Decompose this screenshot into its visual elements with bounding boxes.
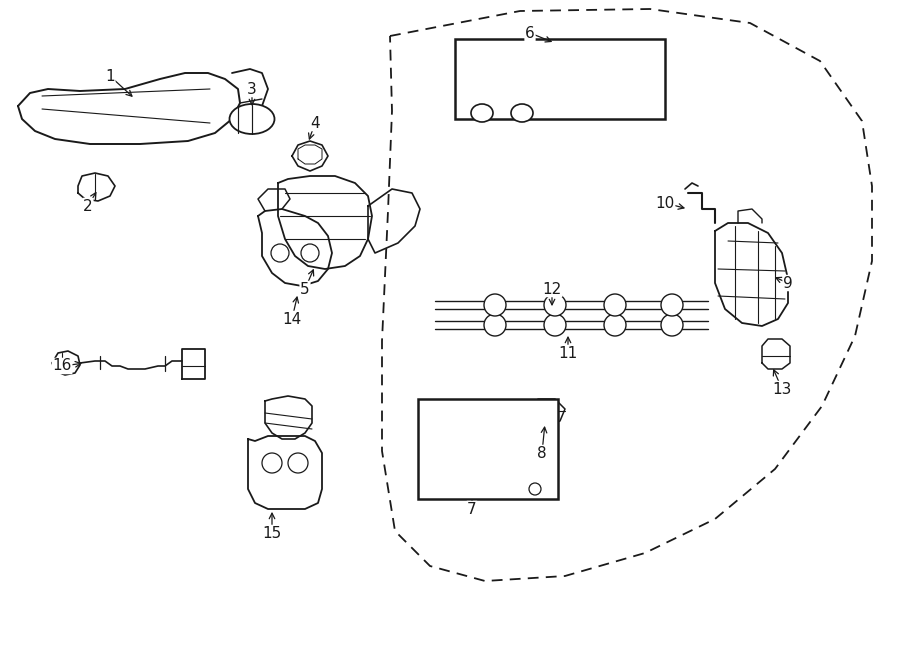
Text: 8: 8 <box>537 446 547 461</box>
Ellipse shape <box>484 314 506 336</box>
Ellipse shape <box>661 294 683 316</box>
Text: 1: 1 <box>105 69 115 83</box>
Ellipse shape <box>604 314 626 336</box>
Ellipse shape <box>661 314 683 336</box>
Text: 2: 2 <box>83 198 93 214</box>
Text: 13: 13 <box>772 381 792 397</box>
Text: 15: 15 <box>263 525 282 541</box>
Bar <box>455 39 665 119</box>
Bar <box>418 399 558 499</box>
Text: 12: 12 <box>543 282 562 297</box>
Text: 16: 16 <box>52 358 72 373</box>
Ellipse shape <box>230 104 274 134</box>
Ellipse shape <box>544 314 566 336</box>
Ellipse shape <box>484 294 506 316</box>
Text: 11: 11 <box>558 346 578 360</box>
Ellipse shape <box>471 104 493 122</box>
Ellipse shape <box>544 294 566 316</box>
Text: 4: 4 <box>310 116 320 130</box>
Text: 14: 14 <box>283 311 302 327</box>
Text: 7: 7 <box>467 502 477 516</box>
Text: 5: 5 <box>301 282 310 297</box>
Ellipse shape <box>511 104 533 122</box>
Text: 9: 9 <box>783 276 793 290</box>
Text: 10: 10 <box>655 196 675 210</box>
Text: 3: 3 <box>248 81 256 97</box>
Text: 6: 6 <box>525 26 535 40</box>
Ellipse shape <box>604 294 626 316</box>
